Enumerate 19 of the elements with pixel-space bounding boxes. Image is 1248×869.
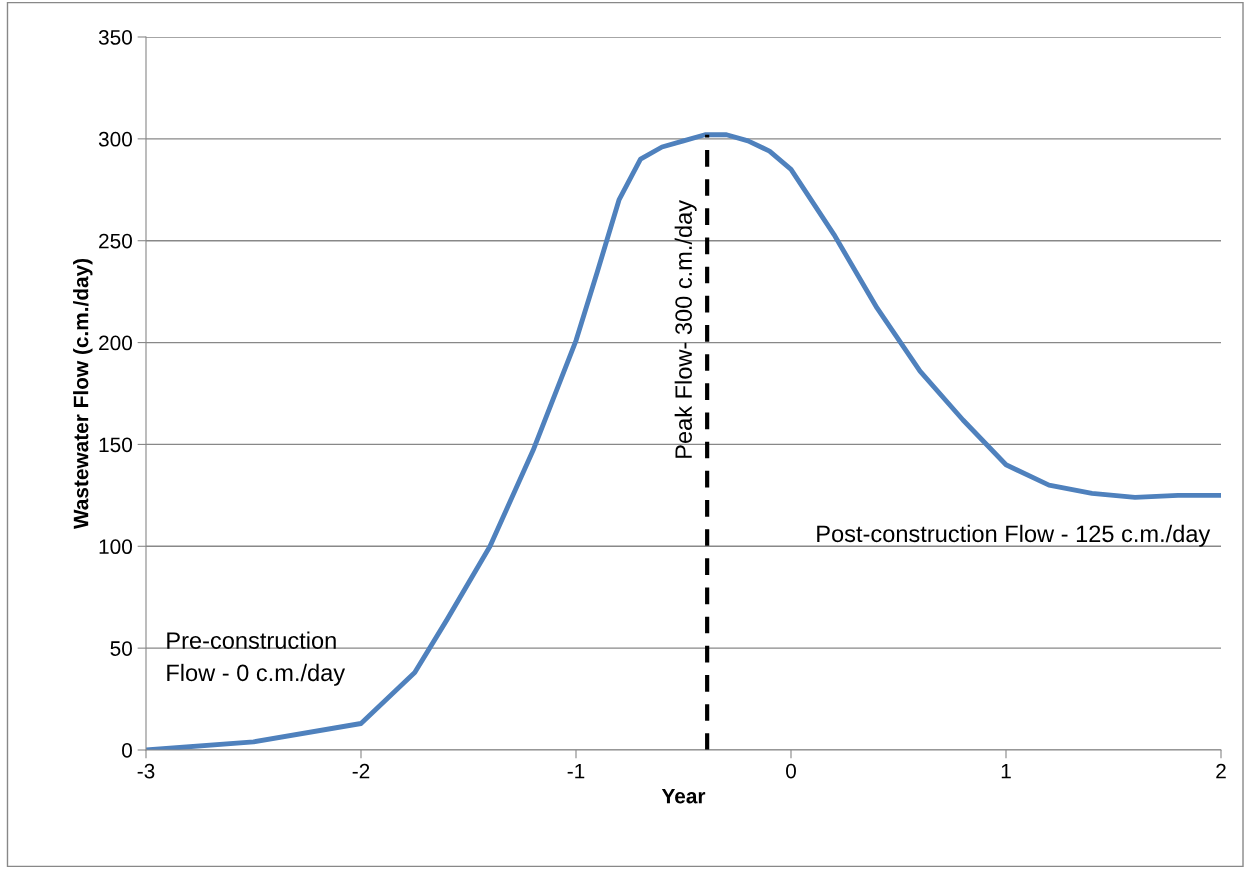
annotation: Post-construction Flow - 125 c.m./day	[817, 524, 1211, 547]
y-tick-label: 300	[98, 131, 132, 147]
y-tick-label: 250	[99, 233, 132, 249]
y-tick-label: 350	[98, 30, 132, 45]
x-tick-label: 1	[1001, 763, 1011, 779]
y-tick-label: 150	[99, 437, 132, 453]
y-axis-title: Wastewater Flow (c.m./day)	[73, 258, 93, 530]
x-tick-label: 0	[786, 763, 796, 779]
y-tick-label: 0	[122, 743, 132, 758]
x-axis-title: Year	[661, 788, 706, 804]
y-tick-label: 50	[110, 641, 132, 656]
ref-line-label: Peak Flow- 300 c.m./day	[674, 200, 697, 458]
annotation: Pre-construction Flow - 0 c.m./day	[167, 631, 346, 686]
x-tick-label: -2	[352, 763, 370, 779]
x-tick-label: -3	[137, 763, 155, 779]
y-tick-label: 100	[99, 539, 132, 555]
y-tick-label: 200	[99, 335, 132, 351]
x-tick-label: 2	[1216, 763, 1226, 779]
x-tick-label: -1	[567, 763, 585, 779]
